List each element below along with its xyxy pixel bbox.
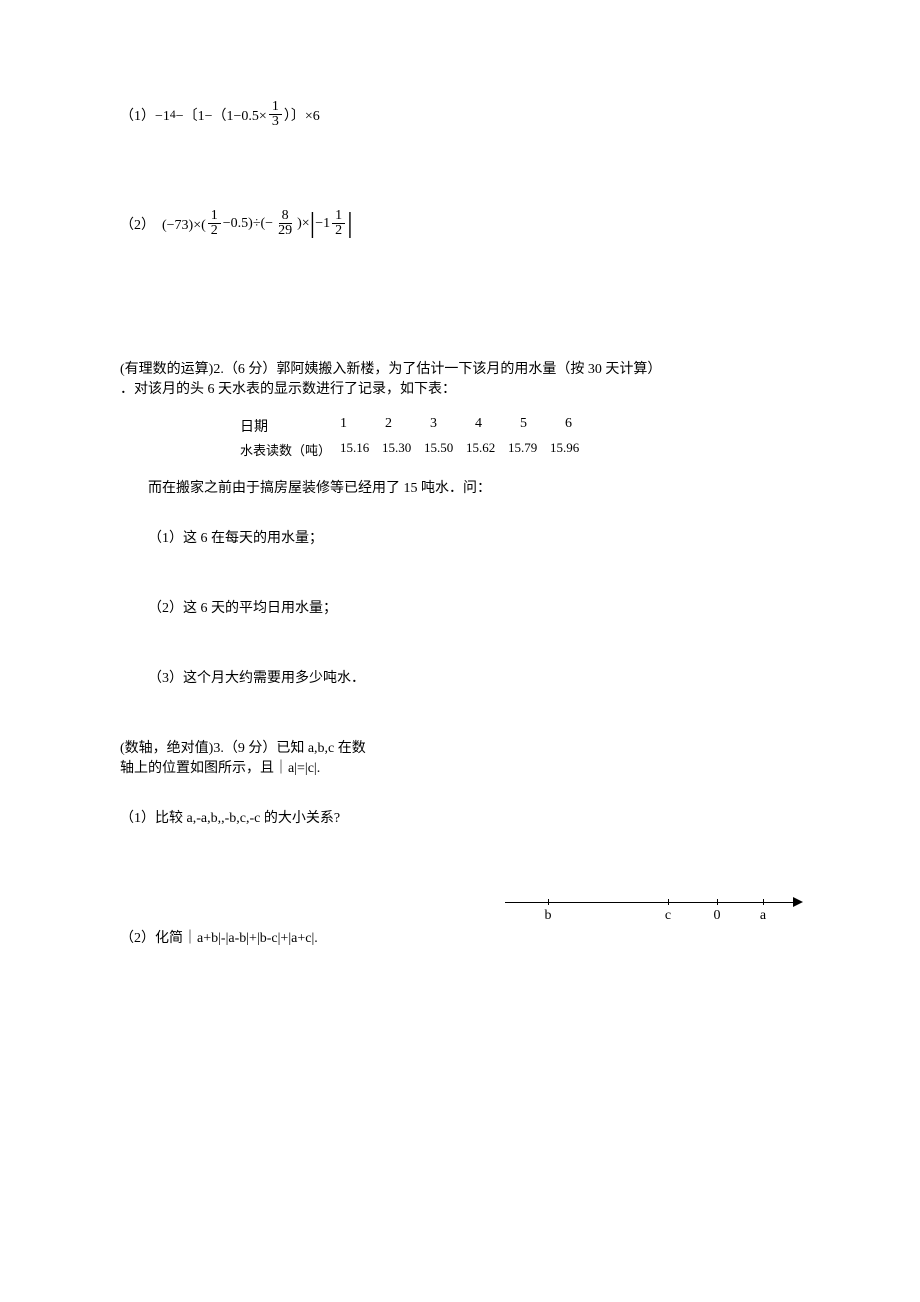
problem-2-q3: （3）这个月大约需要用多少吨水． (148, 667, 800, 687)
number-line: b c 0 a (505, 892, 815, 932)
number-line-label-b: b (545, 908, 552, 924)
table-header-cell: 6 (565, 416, 610, 436)
table-data-cell: 15.30 (382, 440, 424, 459)
text: )× (297, 216, 310, 232)
denominator: 2 (208, 224, 221, 238)
problem-3-intro: (数轴，绝对值)3.（9 分）已知 a,b,c 在数 轴上的位置如图所示，且｜a… (120, 737, 500, 777)
spacer (120, 617, 800, 667)
problem-3-header: (数轴，绝对值)3.（9 分）已知 a,b,c 在数 轴上的位置如图所示，且｜a… (120, 737, 800, 777)
problem-2-intro-line-1: (有理数的运算)2.（6 分）郭阿姨搬入新楼，为了估计一下该月的用水量（按 30… (120, 358, 800, 378)
table-data-cell: 15.16 (340, 440, 382, 459)
math-expression-1: （1）−14−〔1−（1−0.5× 1 3 ）〕×6 (120, 100, 800, 129)
table-header-cell: 1 (340, 416, 385, 436)
table-header-cell: 5 (520, 416, 565, 436)
fraction-2: 1 2 (208, 209, 221, 238)
text: ）〕×6 (284, 105, 320, 125)
spacer (120, 497, 800, 527)
number-line-label-a: a (760, 908, 766, 924)
number-line-arrow-icon (793, 897, 803, 907)
number-line-label-0: 0 (714, 908, 721, 924)
table-data-cell: 15.62 (466, 440, 508, 459)
problem-2-intro-line-2: ．对该月的头 6 天水表的显示数进行了记录，如下表： (120, 378, 800, 398)
text: （2） (−73)×( (120, 214, 206, 234)
number-line-tick (668, 899, 669, 905)
spacer (120, 687, 800, 737)
table-data-label: 水表读数（吨） (240, 440, 340, 459)
problem-2-q1: （1）这 6 在每天的用水量； (148, 527, 800, 547)
problem-2-context: 而在搬家之前由于搞房屋装修等已经用了 15 吨水．问： (148, 477, 800, 497)
fraction-1: 1 3 (269, 100, 282, 129)
denominator: 29 (275, 224, 295, 238)
number-line-tick (717, 899, 718, 905)
fraction-4: 1 2 (332, 209, 345, 238)
spacer (120, 547, 800, 597)
problem-2: (有理数的运算)2.（6 分）郭阿姨搬入新楼，为了估计一下该月的用水量（按 30… (120, 358, 800, 687)
number-line-tick (548, 899, 549, 905)
table-data-row: 水表读数（吨） 15.16 15.30 15.50 15.62 15.79 15… (240, 440, 800, 459)
abs-bar-right: | (347, 210, 353, 238)
number-line-figure: b c 0 a (505, 892, 815, 932)
table-header-label: 日期 (240, 416, 340, 436)
text: （1）−1 (120, 105, 170, 125)
problem-3-intro-line-2: 轴上的位置如图所示，且｜a|=|c|. (120, 757, 500, 777)
spacer (120, 777, 800, 807)
math-expression-2: （2） (−73)×( 1 2 −0.5)÷(− 8 29 )× | −1 1 … (120, 209, 800, 238)
spacer (120, 149, 800, 209)
text: −0.5)÷(− (223, 216, 273, 232)
table-header-cell: 4 (475, 416, 520, 436)
table-header-row: 日期 1 2 3 4 5 6 (240, 416, 800, 436)
problem-1-part-2: （2） (−73)×( 1 2 −0.5)÷(− 8 29 )× | −1 1 … (120, 209, 800, 238)
table-data-cell: 15.50 (424, 440, 466, 459)
problem-3: (数轴，绝对值)3.（9 分）已知 a,b,c 在数 轴上的位置如图所示，且｜a… (120, 737, 800, 947)
text: −〔1−（1−0.5× (176, 105, 267, 125)
problem-2-q2: （2）这 6 天的平均日用水量； (148, 597, 800, 617)
denominator: 2 (332, 224, 345, 238)
table-data-cell: 15.79 (508, 440, 550, 459)
numerator: 1 (332, 209, 345, 224)
table-header-cell: 2 (385, 416, 430, 436)
problem-1-part-1: （1）−14−〔1−（1−0.5× 1 3 ）〕×6 (120, 100, 800, 129)
number-line-tick (763, 899, 764, 905)
fraction-3: 8 29 (275, 209, 295, 238)
numerator: 1 (208, 209, 221, 224)
number-line-label-c: c (665, 908, 671, 924)
table-header-cell: 3 (430, 416, 475, 436)
text: −1 (315, 216, 330, 232)
spacer (120, 258, 800, 358)
absolute-value: | −1 1 2 | (310, 209, 353, 238)
problem-3-intro-line-1: (数轴，绝对值)3.（9 分）已知 a,b,c 在数 (120, 737, 500, 757)
denominator: 3 (269, 115, 282, 129)
water-meter-table: 日期 1 2 3 4 5 6 水表读数（吨） 15.16 15.30 15.50… (240, 416, 800, 459)
numerator: 1 (269, 100, 282, 115)
problem-3-q1: （1）比较 a,-a,b,,-b,c,-c 的大小关系? (120, 807, 800, 827)
numerator: 8 (279, 209, 292, 224)
table-data-cell: 15.96 (550, 440, 592, 459)
